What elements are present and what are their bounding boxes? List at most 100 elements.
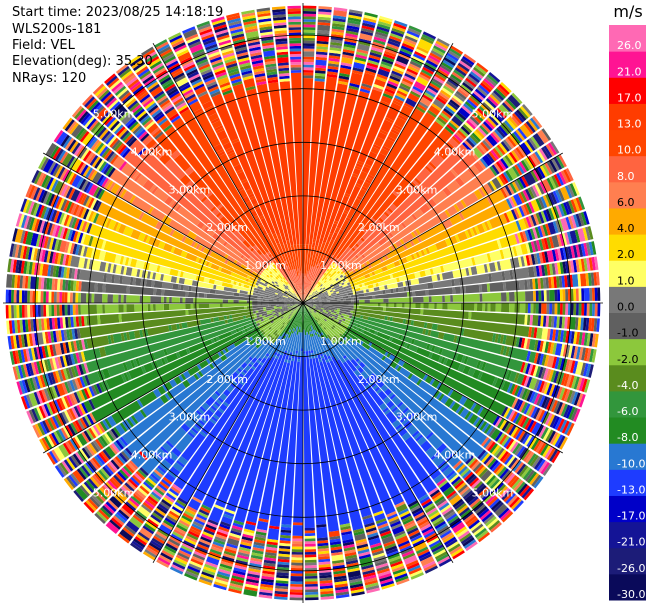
velocity-gate <box>67 354 73 366</box>
velocity-gate <box>295 300 301 303</box>
velocity-gate <box>333 335 339 341</box>
velocity-gate <box>112 156 126 170</box>
velocity-gate <box>337 249 354 267</box>
velocity-gate <box>358 170 457 256</box>
velocity-gate <box>78 351 84 363</box>
velocity-gate <box>208 407 216 414</box>
velocity-gate <box>316 43 329 48</box>
velocity-gate <box>218 331 233 341</box>
velocity-gate <box>331 33 344 39</box>
velocity-gate <box>350 318 400 339</box>
velocity-gate <box>279 309 299 337</box>
velocity-gate <box>244 583 259 589</box>
velocity-gate <box>426 163 435 172</box>
velocity-gate <box>365 585 380 591</box>
velocity-gate <box>573 408 581 422</box>
velocity-gate <box>500 187 508 199</box>
velocity-gate <box>214 504 225 511</box>
velocity-gate <box>389 393 396 400</box>
velocity-gate <box>519 142 532 156</box>
velocity-gate <box>286 284 293 292</box>
velocity-gate <box>159 152 172 165</box>
velocity-gate <box>317 540 329 544</box>
velocity-gate <box>570 360 576 374</box>
velocity-gate <box>418 493 429 502</box>
velocity-gate <box>441 87 453 97</box>
velocity-gate <box>95 187 103 199</box>
velocity-gate <box>76 269 81 280</box>
velocity-gate <box>102 283 106 293</box>
velocity-gate <box>181 86 192 95</box>
velocity-gate <box>387 553 400 560</box>
velocity-gate <box>186 96 197 104</box>
velocity-gate <box>161 442 173 453</box>
velocity-gate <box>183 285 190 291</box>
velocity-gate <box>443 85 455 94</box>
velocity-gate <box>21 290 25 303</box>
velocity-gate <box>56 413 65 426</box>
velocity-gate <box>240 283 245 288</box>
velocity-gate <box>105 134 115 145</box>
velocity-gate <box>187 431 196 439</box>
ray-41 <box>303 303 553 476</box>
velocity-gate <box>494 333 499 343</box>
velocity-gate <box>457 504 469 515</box>
velocity-gate <box>175 77 189 88</box>
velocity-gate <box>283 284 290 291</box>
velocity-gate <box>367 316 424 335</box>
velocity-gate <box>226 315 230 320</box>
velocity-gate <box>416 76 429 87</box>
velocity-gate <box>345 33 358 38</box>
velocity-gate <box>398 259 403 265</box>
velocity-gate <box>268 276 276 283</box>
velocity-gate <box>552 190 560 204</box>
velocity-gate <box>424 165 433 174</box>
velocity-gate <box>524 314 528 325</box>
velocity-gate <box>231 525 243 531</box>
velocity-gate <box>125 98 137 108</box>
velocity-gate <box>38 346 44 359</box>
velocity-gate <box>252 361 259 369</box>
velocity-gate <box>65 342 70 354</box>
velocity-gate <box>373 268 383 275</box>
velocity-gate <box>92 212 100 224</box>
velocity-gate <box>135 277 142 286</box>
velocity-gate <box>428 351 434 359</box>
velocity-gate <box>386 316 391 321</box>
velocity-gate <box>356 252 361 258</box>
velocity-gate <box>28 362 34 376</box>
velocity-gate <box>536 182 545 195</box>
velocity-gate <box>137 68 150 78</box>
velocity-gate <box>388 246 394 252</box>
velocity-gate <box>382 145 391 152</box>
velocity-gate <box>201 224 207 231</box>
velocity-gate <box>247 570 261 576</box>
velocity-gate <box>361 342 371 350</box>
velocity-gate <box>260 303 263 306</box>
velocity-gate <box>36 263 41 276</box>
velocity-gate <box>530 253 536 265</box>
velocity-gate <box>441 110 452 119</box>
velocity-gate <box>55 265 60 278</box>
velocity-gate <box>96 471 106 483</box>
velocity-gate <box>290 298 293 301</box>
ray-26 <box>303 241 597 303</box>
velocity-gate <box>306 295 311 300</box>
velocity-gate <box>112 294 119 303</box>
velocity-gate <box>153 349 166 360</box>
velocity-gate <box>295 332 300 351</box>
velocity-gate <box>393 408 402 417</box>
velocity-gate <box>120 294 124 303</box>
velocity-gate <box>437 525 449 534</box>
velocity-gate <box>470 150 479 161</box>
velocity-gate <box>555 205 563 218</box>
velocity-gate <box>223 389 231 397</box>
velocity-gate <box>161 521 174 531</box>
velocity-gate <box>54 343 62 356</box>
velocity-gate <box>298 299 301 302</box>
velocity-gate <box>179 297 183 303</box>
ray-55 <box>303 303 380 594</box>
velocity-gate <box>575 244 581 258</box>
velocity-gate <box>303 244 306 247</box>
velocity-gate <box>364 522 376 528</box>
